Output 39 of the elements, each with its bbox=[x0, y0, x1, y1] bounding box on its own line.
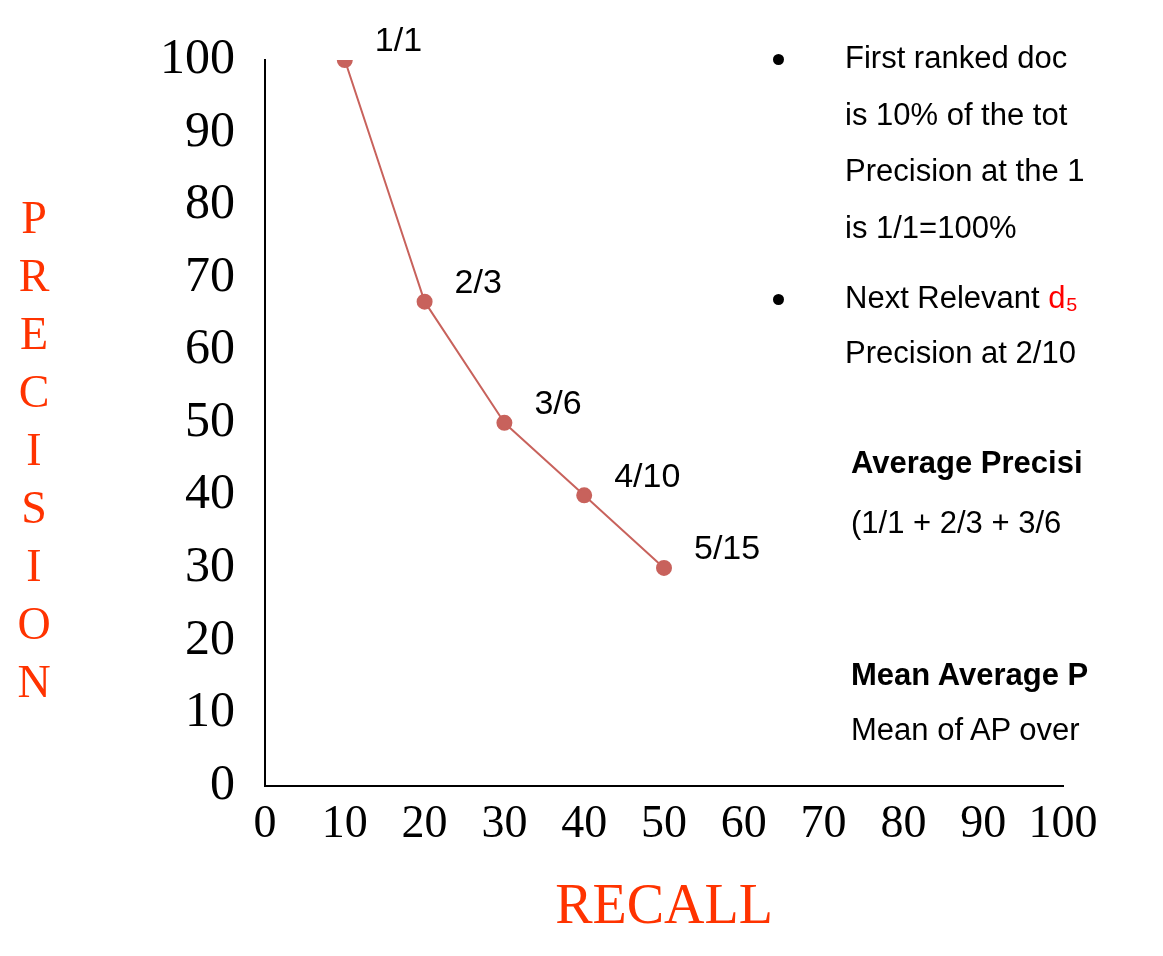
annotation: 4/10 bbox=[614, 455, 681, 494]
text: PRECISION bbox=[17, 191, 51, 707]
x-tick-label: 40 bbox=[561, 796, 608, 848]
y-tick-label: 40 bbox=[185, 463, 235, 520]
y-tick-label: 20 bbox=[185, 608, 235, 665]
x-tick-label: 30 bbox=[481, 796, 528, 848]
y-tick-label: 50 bbox=[185, 390, 235, 447]
annotation: First ranked doc bbox=[845, 40, 1068, 75]
x-tick-label: 100 bbox=[1028, 796, 1098, 848]
x-axis-title: RECALL bbox=[555, 873, 773, 936]
annotation: Precision at 2/10 bbox=[845, 335, 1076, 370]
annotation: 5/15 bbox=[694, 528, 761, 567]
annotation: Next Relevant d₅ bbox=[845, 280, 1079, 315]
x-tick-label: 50 bbox=[641, 796, 687, 848]
annotation: is 10% of the tot bbox=[845, 97, 1068, 132]
annotation: 3/6 bbox=[534, 383, 582, 422]
x-tick-label: 70 bbox=[800, 796, 847, 848]
y-tick-label: 70 bbox=[185, 245, 235, 302]
annotation: 1/1 bbox=[374, 20, 423, 59]
x-tick-label: 10 bbox=[321, 796, 368, 848]
y-tick-label: 30 bbox=[185, 536, 235, 593]
annotation: Mean Average P bbox=[851, 657, 1089, 692]
y-tick-label: 60 bbox=[185, 318, 235, 375]
x-tick-label: 80 bbox=[880, 796, 927, 848]
x-tick-label: 90 bbox=[960, 796, 1007, 848]
y-tick-label: 90 bbox=[185, 100, 235, 157]
y-tick-label: 100 bbox=[160, 28, 235, 85]
annotation: 2/3 bbox=[454, 262, 502, 300]
y-tick-label: 10 bbox=[185, 681, 235, 738]
annotation: Precision at the 1 bbox=[845, 153, 1085, 188]
annotation: (1/1 + 2/3 + 3/6 bbox=[851, 505, 1062, 540]
annotation: Mean of AP over bbox=[851, 712, 1080, 747]
annotation: is 1/1=100% bbox=[845, 210, 1017, 245]
y-tick-label: 0 bbox=[210, 753, 235, 810]
annotation: Average Precisi bbox=[851, 445, 1083, 480]
x-tick-label: 20 bbox=[401, 796, 448, 848]
y-tick-label: 80 bbox=[185, 173, 235, 230]
x-tick-label: 60 bbox=[720, 796, 767, 848]
x-tick-label: 0 bbox=[253, 796, 277, 848]
